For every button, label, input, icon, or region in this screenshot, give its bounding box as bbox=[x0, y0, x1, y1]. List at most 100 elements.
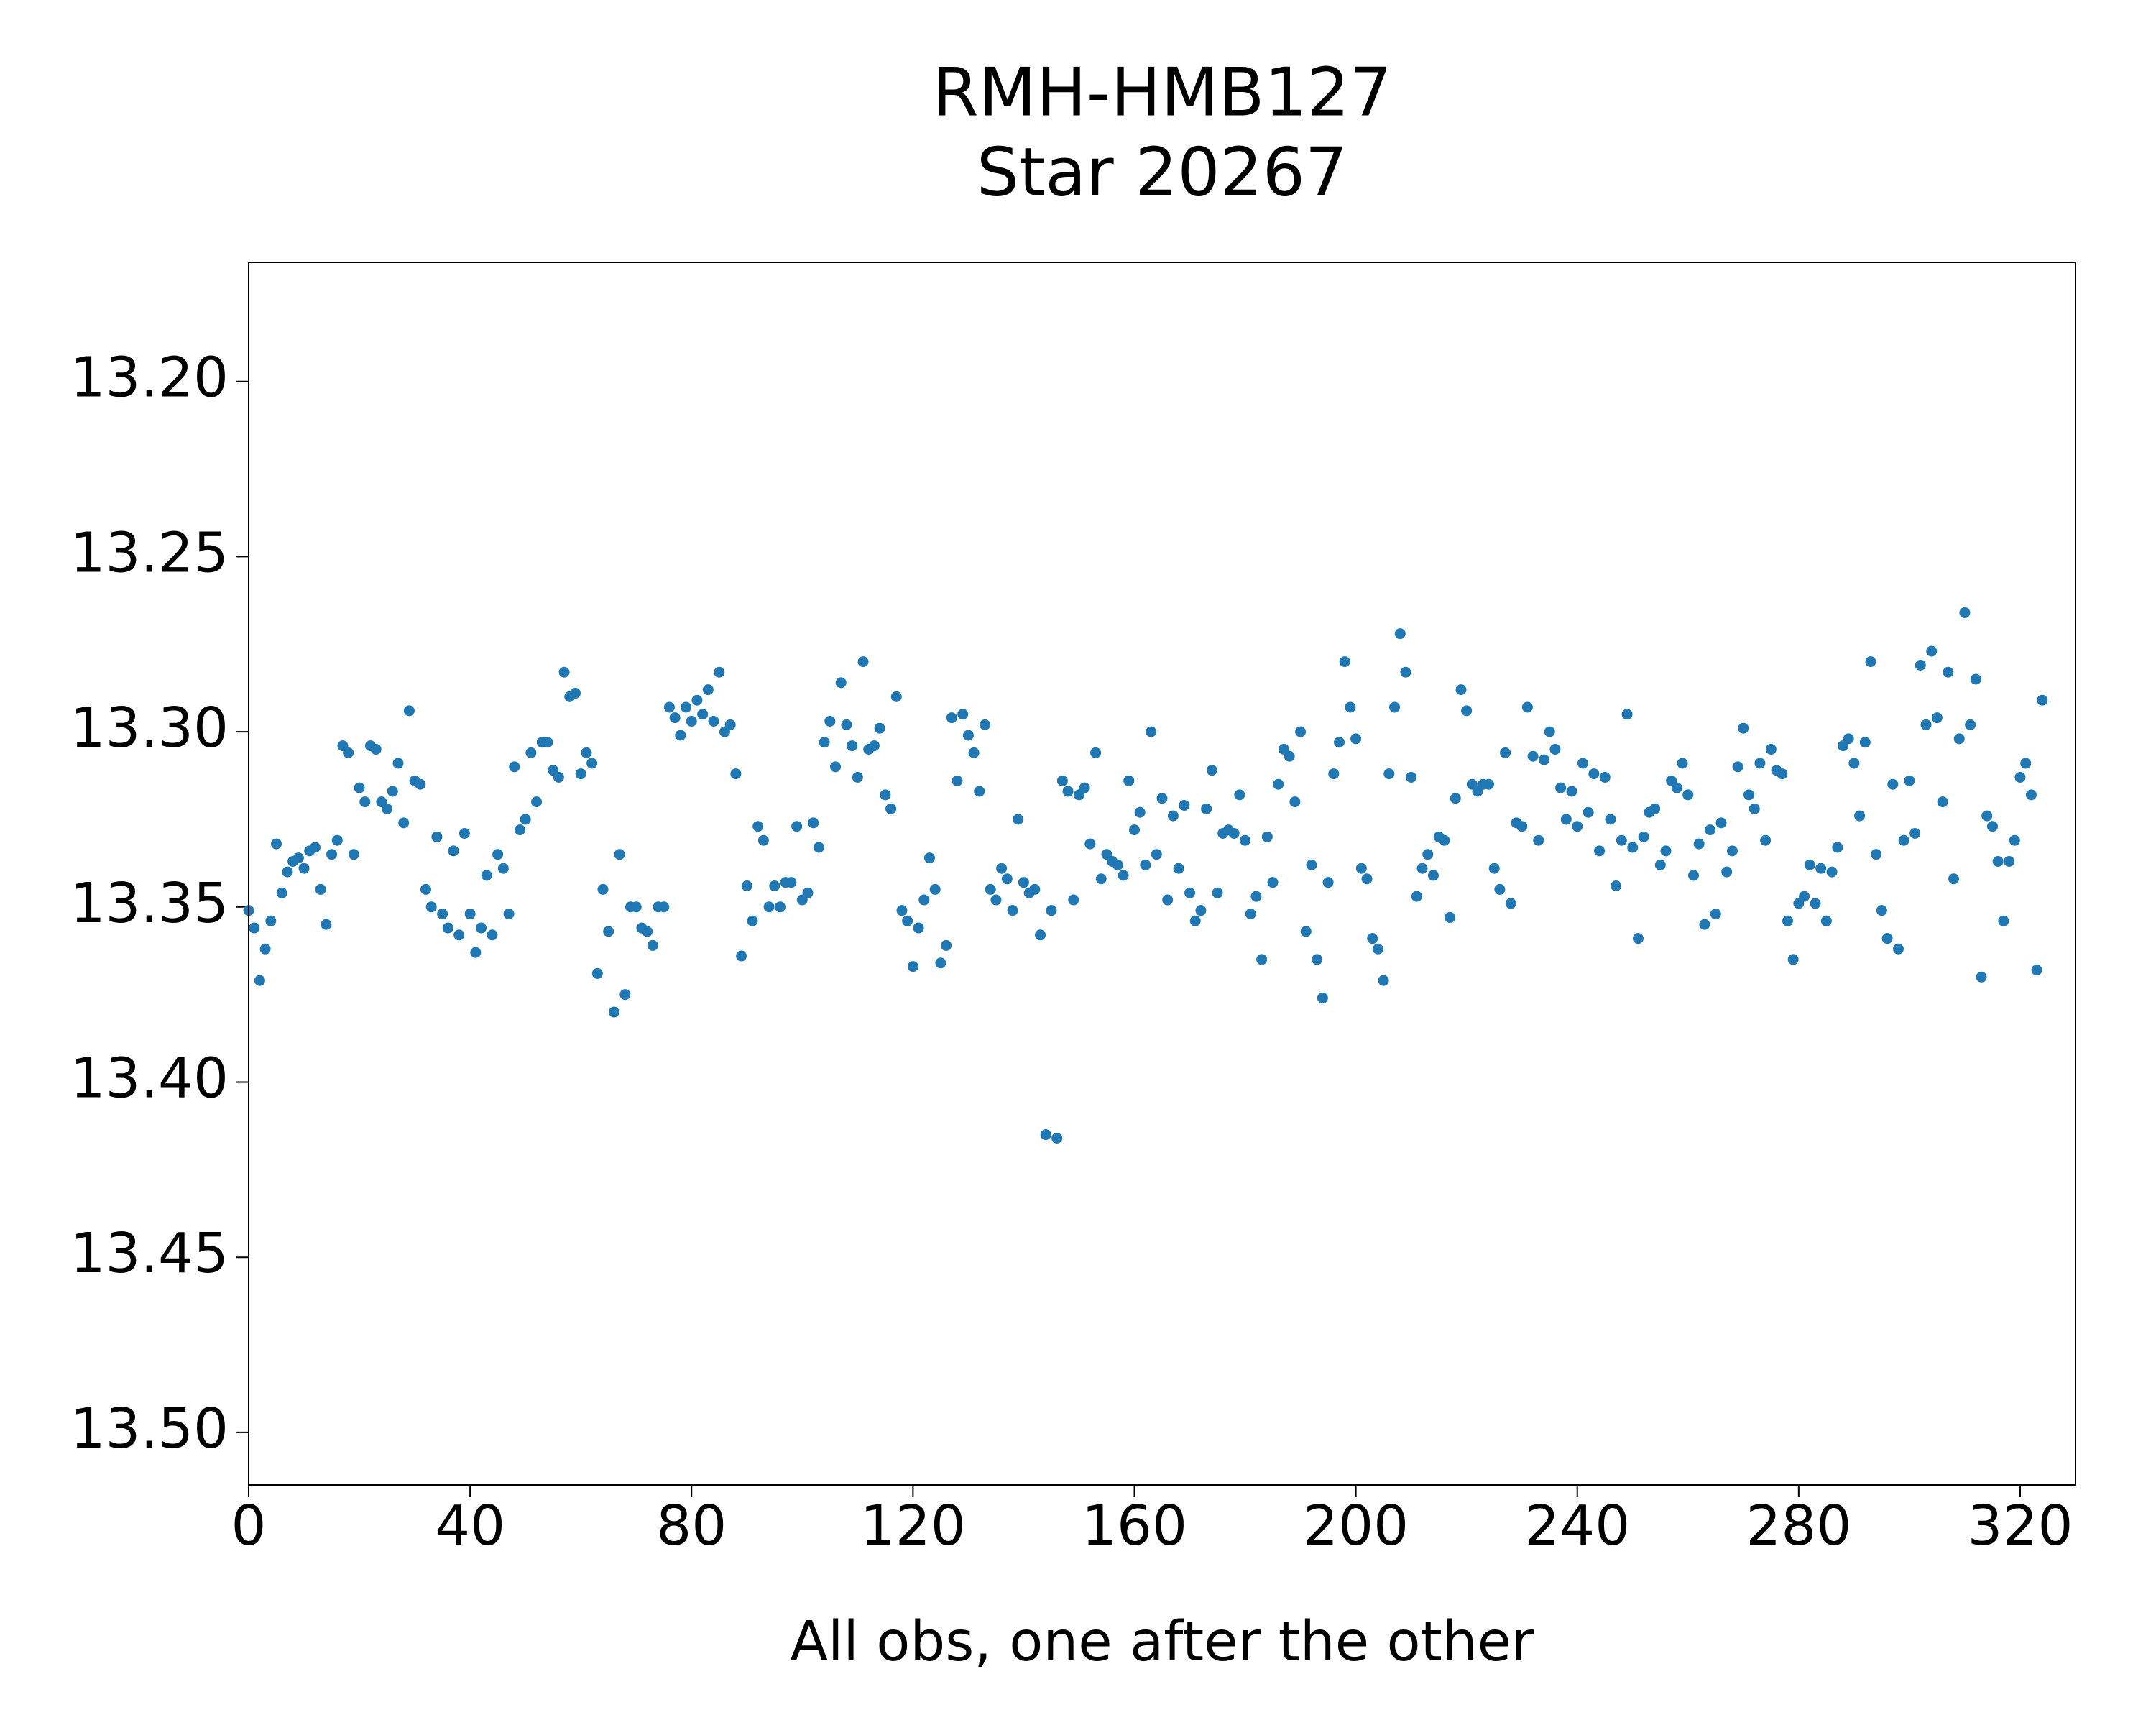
data-point bbox=[824, 715, 836, 727]
data-point bbox=[1156, 793, 1168, 804]
data-point bbox=[1815, 862, 1827, 874]
data-point bbox=[990, 894, 1002, 906]
data-point bbox=[326, 849, 338, 860]
data-point bbox=[1333, 737, 1345, 748]
data-point bbox=[1588, 768, 1600, 780]
data-point bbox=[487, 929, 498, 941]
data-point bbox=[1018, 877, 1029, 888]
data-point bbox=[1854, 810, 1866, 822]
data-point bbox=[1035, 929, 1046, 941]
data-point bbox=[968, 747, 980, 758]
data-point bbox=[1616, 834, 1627, 846]
y-tick-label: 13.45 bbox=[70, 1222, 229, 1286]
data-point bbox=[929, 883, 941, 895]
data-point bbox=[1234, 789, 1245, 801]
data-point bbox=[813, 842, 824, 853]
data-point bbox=[1787, 954, 1799, 965]
data-point bbox=[464, 908, 476, 920]
data-point bbox=[1162, 894, 1174, 906]
data-point bbox=[907, 961, 918, 972]
data-point bbox=[387, 786, 398, 797]
data-point bbox=[591, 967, 603, 979]
data-point bbox=[425, 901, 437, 913]
y-tick-label: 13.40 bbox=[70, 1046, 229, 1110]
data-point bbox=[1904, 775, 1915, 786]
data-point bbox=[1605, 814, 1616, 825]
data-point bbox=[1367, 933, 1378, 944]
x-tick-label: 160 bbox=[1082, 1494, 1187, 1558]
data-point bbox=[852, 771, 863, 783]
data-point bbox=[1195, 905, 1207, 916]
data-point bbox=[952, 775, 963, 786]
data-point bbox=[497, 862, 509, 874]
data-point bbox=[2009, 834, 2020, 846]
data-point bbox=[2020, 758, 2032, 769]
data-point bbox=[1671, 782, 1682, 794]
data-point bbox=[437, 908, 448, 920]
y-tick-label: 13.35 bbox=[70, 872, 229, 936]
data-point bbox=[354, 782, 365, 794]
data-point bbox=[1687, 870, 1699, 881]
data-point bbox=[1300, 926, 1312, 937]
data-point bbox=[1378, 975, 1389, 986]
data-point bbox=[1738, 722, 1749, 734]
data-point bbox=[769, 880, 780, 892]
data-point bbox=[1383, 768, 1395, 780]
data-point bbox=[974, 786, 985, 797]
data-point bbox=[763, 901, 775, 913]
data-point bbox=[619, 989, 631, 1000]
data-point bbox=[514, 824, 525, 836]
data-point bbox=[553, 771, 564, 783]
data-point bbox=[1953, 733, 1965, 745]
data-point bbox=[962, 730, 974, 741]
data-point bbox=[1068, 894, 1079, 906]
data-point bbox=[1992, 855, 2004, 867]
data-point bbox=[702, 684, 714, 696]
data-point bbox=[1189, 915, 1201, 926]
data-point bbox=[398, 817, 410, 829]
data-point bbox=[1422, 849, 1434, 860]
data-point bbox=[525, 747, 537, 758]
data-point bbox=[1140, 859, 1151, 870]
data-point bbox=[1749, 803, 1760, 814]
data-point bbox=[868, 740, 880, 752]
data-point bbox=[1450, 793, 1461, 804]
data-point bbox=[1505, 898, 1516, 909]
data-point bbox=[669, 712, 681, 724]
data-point bbox=[1627, 842, 1639, 853]
data-point bbox=[1112, 859, 1123, 870]
data-point bbox=[1998, 915, 2009, 926]
data-point bbox=[1881, 933, 1893, 944]
data-point bbox=[1256, 954, 1268, 965]
data-point bbox=[392, 758, 404, 769]
data-point bbox=[1406, 771, 1417, 783]
data-point bbox=[298, 862, 310, 874]
data-point bbox=[957, 709, 969, 720]
data-point bbox=[1898, 834, 1909, 846]
data-point bbox=[1416, 862, 1428, 874]
data-point bbox=[1594, 845, 1606, 857]
data-point bbox=[642, 926, 653, 937]
data-point bbox=[542, 737, 553, 748]
data-point bbox=[249, 922, 260, 934]
data-point bbox=[1583, 806, 1594, 818]
data-point bbox=[509, 761, 520, 773]
data-point bbox=[276, 887, 287, 898]
data-point bbox=[918, 894, 930, 906]
data-point bbox=[1555, 782, 1567, 794]
data-point bbox=[415, 778, 426, 790]
data-point bbox=[1228, 827, 1240, 839]
data-point bbox=[1931, 712, 1943, 724]
data-point bbox=[1046, 905, 1057, 916]
data-point bbox=[1560, 814, 1572, 825]
data-point bbox=[558, 666, 570, 678]
data-point bbox=[1926, 645, 1938, 657]
data-point bbox=[663, 702, 675, 713]
data-point bbox=[714, 666, 725, 678]
data-point bbox=[1566, 786, 1577, 797]
data-point bbox=[1289, 796, 1301, 808]
data-point bbox=[691, 694, 703, 706]
data-point bbox=[1887, 778, 1899, 790]
data-point bbox=[1572, 821, 1583, 832]
